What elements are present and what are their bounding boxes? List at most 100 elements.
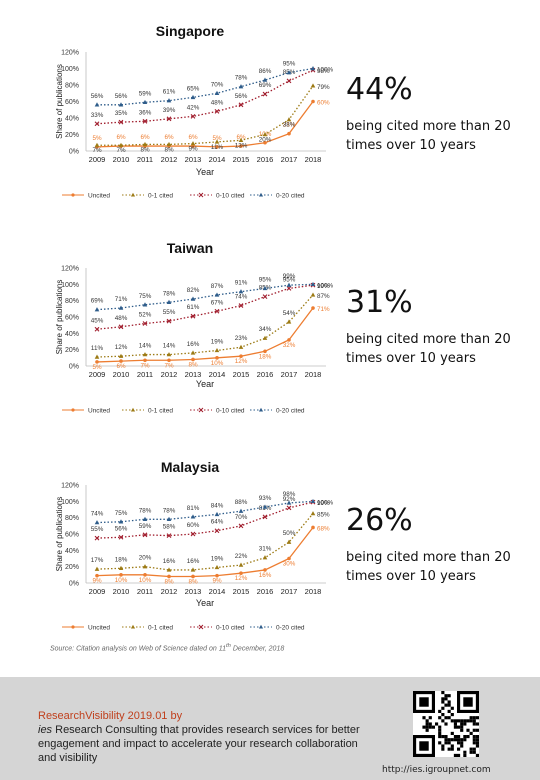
x-tick-label: 2014 [209, 370, 226, 379]
y-tick-label: 0% [69, 581, 79, 588]
malaysia-stat: 26% being cited more than 20 times over … [346, 506, 536, 586]
data-label: 100% [317, 67, 334, 74]
x-tick-label: 2012 [161, 370, 178, 379]
data-label: 9% [92, 578, 102, 585]
data-point [215, 145, 219, 149]
data-label: 18% [115, 556, 128, 563]
x-tick-label: 2018 [305, 587, 322, 596]
data-label: 61% [163, 89, 176, 96]
data-label: 13% [235, 142, 248, 149]
x-tick-label: 2017 [281, 587, 298, 596]
data-point [190, 350, 196, 355]
singapore-chart: Singapore 0% 20% 40% 60% 80% 100% 120% 2009 2010 2… [55, 23, 334, 200]
y-tick-label: 60% [65, 315, 79, 322]
data-point [262, 335, 268, 340]
data-label: 8% [188, 361, 198, 368]
data-point [94, 535, 100, 541]
data-label: 78% [235, 75, 248, 82]
taiwan-chart: Taiwan 0% 20% 40% 60% 80% 100% 120% 2009 2010 2011… [55, 240, 334, 415]
data-label: 78% [139, 507, 152, 514]
data-label: 56% [91, 93, 104, 100]
data-label: 33% [91, 112, 104, 119]
data-point [190, 113, 196, 119]
series-line [97, 85, 314, 146]
data-point [239, 144, 243, 148]
stat-description: being cited more than 20 times over 10 y… [346, 119, 511, 153]
source-text: Source: Citation analysis on Web of Scie… [50, 645, 217, 653]
data-point [214, 109, 220, 114]
data-label: 31% [259, 546, 272, 553]
data-point [287, 556, 291, 561]
data-label: 22% [235, 553, 248, 560]
x-tick-label: 2014 [209, 155, 226, 164]
legend-marker [130, 624, 136, 629]
data-label: 56% [115, 525, 128, 532]
footer-description: ies Research Consulting that provides re… [38, 723, 368, 765]
data-label: 11% [91, 345, 104, 352]
data-label: 60% [317, 100, 330, 107]
stat-description: being cited more than 20 times over 10 y… [346, 332, 511, 366]
data-point [286, 286, 292, 291]
data-label: 55% [163, 309, 176, 316]
data-label: 61% [187, 304, 200, 311]
data-label: 71% [317, 306, 330, 313]
data-label: 100% [317, 282, 334, 289]
data-point [262, 504, 268, 509]
x-tick-label: 2018 [305, 155, 322, 164]
data-label: 42% [187, 104, 200, 111]
website-link[interactable]: http://ies.igroupnet.com [382, 765, 491, 775]
data-label: 64% [211, 519, 224, 526]
data-point [166, 116, 172, 122]
data-point [142, 118, 148, 124]
data-point [238, 102, 244, 108]
data-point [118, 353, 124, 358]
y-tick-label: 20% [65, 347, 79, 354]
data-point [262, 285, 268, 291]
y-axis-label: Share of publications [55, 64, 64, 139]
data-point [118, 519, 124, 524]
data-label: 6% [188, 134, 198, 141]
data-label: 8% [188, 578, 198, 585]
legend-marker [71, 625, 75, 629]
data-label: 16% [187, 341, 200, 348]
data-label: 78% [163, 507, 176, 514]
data-label: 5% [92, 135, 102, 142]
data-point [190, 296, 196, 301]
stat-percent: 44% [346, 72, 413, 107]
qr-code-icon[interactable] [413, 691, 479, 757]
data-point [286, 70, 292, 75]
data-point [94, 354, 100, 359]
legend-marker [71, 193, 75, 197]
footer: ResearchVisibility 2019.01 by ies Resear… [0, 677, 540, 780]
x-tick-label: 2017 [281, 155, 298, 164]
data-point [142, 516, 148, 521]
data-point [95, 573, 99, 578]
data-label: 81% [187, 505, 200, 512]
data-label: 5% [92, 364, 102, 371]
data-label: 6% [140, 134, 150, 141]
data-label: 32% [283, 342, 296, 349]
data-label: 12% [235, 575, 248, 582]
data-label: 19% [211, 555, 224, 562]
data-label: 74% [91, 511, 104, 518]
data-label: 58% [163, 524, 176, 531]
data-label: 99% [317, 283, 330, 290]
data-label: 91% [235, 280, 248, 287]
data-label: 48% [115, 315, 128, 322]
data-point [214, 347, 220, 353]
data-label: 17% [91, 557, 104, 564]
series-line [96, 101, 314, 148]
x-tick-label: 2015 [233, 155, 250, 164]
data-label: 38% [283, 122, 296, 129]
data-point [142, 141, 148, 147]
data-point [118, 534, 124, 540]
x-tick-label: 2015 [233, 587, 250, 596]
data-label: 7% [116, 147, 126, 154]
data-point [118, 324, 124, 330]
data-point [166, 567, 172, 572]
data-point [214, 90, 220, 95]
data-point [190, 567, 196, 572]
legend-marker [258, 624, 264, 629]
x-tick-label: 2010 [113, 155, 130, 164]
legend-marker [130, 192, 136, 197]
